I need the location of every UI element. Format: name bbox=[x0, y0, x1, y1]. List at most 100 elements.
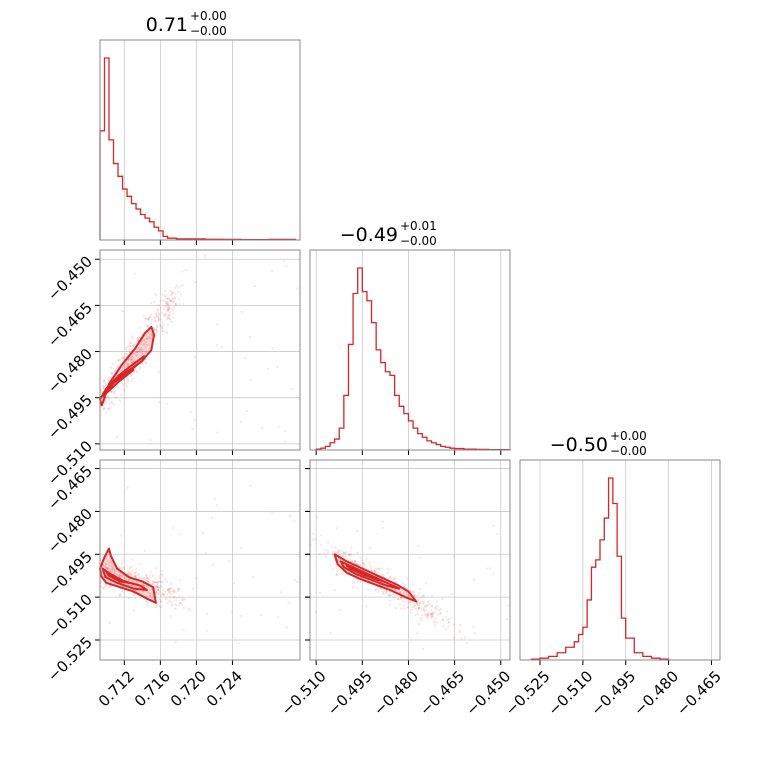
sample-point bbox=[143, 339, 146, 342]
sample-point bbox=[436, 613, 439, 616]
sample-point bbox=[138, 591, 141, 594]
sample-point bbox=[432, 611, 435, 614]
sample-point bbox=[138, 573, 141, 576]
sample-point bbox=[431, 615, 434, 618]
sample-point bbox=[120, 356, 123, 359]
sample-point bbox=[169, 320, 173, 323]
sample-point bbox=[132, 377, 135, 380]
sample-point bbox=[121, 566, 124, 569]
sample-point bbox=[145, 576, 149, 580]
sample-point bbox=[165, 303, 169, 306]
sample-point bbox=[182, 598, 185, 602]
sample-point bbox=[115, 572, 118, 576]
sample-point bbox=[472, 578, 475, 581]
sample-point bbox=[433, 611, 436, 614]
sample-point bbox=[136, 370, 139, 373]
sample-point bbox=[121, 382, 124, 385]
sample-point bbox=[417, 608, 421, 611]
sample-point bbox=[394, 589, 397, 592]
sample-point bbox=[161, 588, 165, 592]
sample-point bbox=[110, 390, 113, 393]
sample-point bbox=[403, 607, 406, 610]
sample-point bbox=[110, 565, 113, 568]
sample-point bbox=[368, 561, 371, 564]
sample-point bbox=[108, 402, 111, 405]
sample-point bbox=[334, 546, 337, 549]
sample-point bbox=[157, 317, 160, 320]
sample-point bbox=[422, 602, 425, 605]
sample-point bbox=[413, 603, 416, 606]
sample-point bbox=[473, 632, 476, 635]
sample-point bbox=[420, 616, 423, 620]
sample-point bbox=[318, 552, 321, 555]
sample-point bbox=[126, 362, 129, 365]
sample-point bbox=[155, 332, 159, 335]
sample-point bbox=[169, 587, 173, 590]
sample-point bbox=[102, 408, 105, 411]
sample-point bbox=[162, 593, 165, 596]
sample-point bbox=[416, 544, 420, 547]
sample-point bbox=[113, 389, 116, 392]
sample-point bbox=[128, 350, 131, 353]
sample-point bbox=[133, 343, 136, 346]
sample-point bbox=[106, 567, 109, 570]
sample-point bbox=[417, 606, 421, 609]
sample-point bbox=[360, 558, 363, 562]
sample-point bbox=[118, 594, 121, 597]
sample-point bbox=[170, 604, 173, 607]
sample-point bbox=[414, 614, 417, 617]
sample-point bbox=[174, 302, 178, 305]
sample-point bbox=[418, 587, 421, 590]
sample-point bbox=[401, 596, 404, 599]
sample-point bbox=[356, 580, 359, 583]
sample-point bbox=[164, 289, 167, 292]
sample-point bbox=[373, 569, 376, 572]
sample-point bbox=[168, 600, 171, 603]
sample-point bbox=[394, 606, 398, 610]
sample-point bbox=[158, 604, 161, 607]
sample-point bbox=[168, 307, 172, 310]
sample-point bbox=[109, 376, 112, 379]
sample-point bbox=[129, 574, 132, 578]
sample-point bbox=[431, 615, 434, 619]
sample-point bbox=[175, 599, 178, 602]
sample-point bbox=[333, 589, 336, 592]
sample-point bbox=[133, 358, 136, 361]
sample-point bbox=[131, 335, 134, 338]
sample-point bbox=[426, 613, 429, 616]
sample-point bbox=[333, 559, 336, 562]
title-minus-error: −0.00 bbox=[400, 234, 437, 248]
sample-point bbox=[135, 354, 138, 357]
sample-point bbox=[157, 312, 160, 315]
sample-point bbox=[158, 400, 161, 404]
sample-point bbox=[137, 349, 140, 352]
sample-point bbox=[126, 380, 129, 383]
panel-frame bbox=[519, 459, 721, 661]
sample-point bbox=[204, 551, 208, 555]
sample-point bbox=[144, 579, 147, 582]
sample-point bbox=[381, 526, 384, 529]
axis-labels: −0.510−0.495−0.480−0.465−0.450−0.525−0.5… bbox=[44, 253, 725, 720]
sample-point bbox=[159, 306, 162, 309]
sample-point bbox=[417, 606, 421, 610]
x-tick-label: −0.510 bbox=[278, 667, 330, 719]
sample-point bbox=[336, 569, 339, 572]
sample-point bbox=[155, 327, 158, 330]
sample-point bbox=[447, 620, 451, 624]
sample-point bbox=[492, 524, 495, 528]
sample-point bbox=[336, 551, 339, 554]
sample-point bbox=[459, 623, 462, 627]
sample-point bbox=[447, 625, 450, 628]
sample-point bbox=[125, 348, 128, 351]
sample-point bbox=[136, 350, 139, 353]
sample-point bbox=[240, 546, 243, 550]
sample-point bbox=[270, 269, 274, 273]
sample-point bbox=[127, 345, 130, 348]
sample-point bbox=[167, 314, 171, 317]
sample-point bbox=[374, 588, 377, 591]
sample-point bbox=[157, 303, 160, 306]
sample-point bbox=[314, 610, 318, 613]
sample-point bbox=[167, 308, 170, 311]
sample-point bbox=[120, 562, 123, 565]
contour-level-2 bbox=[105, 369, 135, 395]
